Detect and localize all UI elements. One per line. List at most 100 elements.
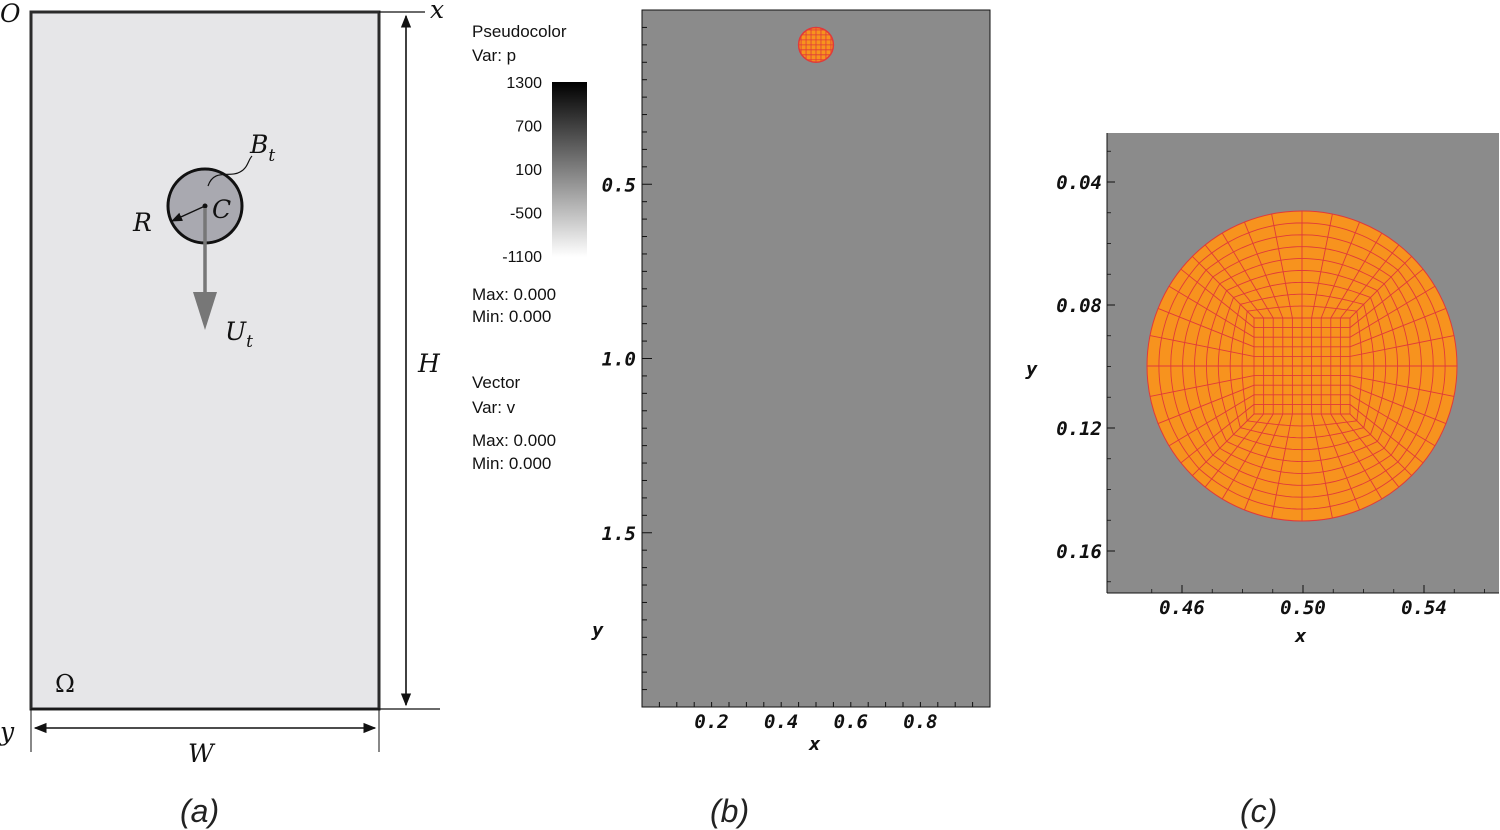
- y-tick-label: 0.04: [1056, 172, 1102, 194]
- pseudocolor-max: Max: 0.000: [472, 285, 556, 304]
- mesh-line: [1157, 384, 1255, 424]
- vector-var: Var: v: [472, 398, 516, 417]
- mesh-line: [1340, 244, 1400, 319]
- vector-title: Vector: [472, 373, 521, 392]
- radius-label: R: [132, 208, 152, 237]
- mesh-ring: [1158, 222, 1446, 510]
- mesh-line: [1221, 413, 1274, 500]
- vector-max: Max: 0.000: [472, 431, 556, 450]
- mesh-line: [1244, 221, 1284, 319]
- caption-c: (c): [1240, 793, 1277, 829]
- pseudocolor-var: Var: p: [472, 46, 516, 65]
- plot-c-xlabel: x: [1294, 625, 1307, 647]
- mesh-ring: [1170, 234, 1434, 498]
- mesh-line: [1349, 268, 1424, 328]
- mesh-line: [1349, 285, 1436, 338]
- mesh-line: [1192, 413, 1255, 476]
- y-tick-label: 0.12: [1056, 418, 1102, 440]
- plot-b-xlabel: x: [808, 733, 821, 755]
- colorbar-ticks: 1300 700 100 -500 -1100: [502, 75, 542, 266]
- plot-c-x-ticks: 0.46 0.50 0.54: [1151, 585, 1485, 619]
- x-tick-label: 0.4: [764, 711, 798, 733]
- y-tick-label: 0.5: [602, 174, 636, 196]
- mesh-line: [1221, 232, 1274, 319]
- x-axis-label: x: [430, 0, 444, 24]
- colorbar-tick-label: 100: [515, 162, 542, 179]
- mesh-line: [1204, 413, 1264, 488]
- panel-c: 0.46 0.50 0.54 0.04 0.08 0.12 0.16 x y (c): [1025, 133, 1499, 829]
- y-tick-label: 1.0: [602, 349, 636, 371]
- mesh-line: [1349, 394, 1436, 447]
- center-label: C: [212, 195, 231, 224]
- plot-b-area: [641, 9, 991, 708]
- velocity-label: Ut: [225, 317, 253, 352]
- colorbar-tick-label: -1100: [502, 249, 542, 266]
- caption-b: (b): [710, 793, 749, 829]
- particle-b: [797, 26, 835, 63]
- plot-b-y-ticks: 0.5 1.0 1.5: [602, 174, 636, 545]
- mesh-ring: [1217, 281, 1387, 451]
- mesh-line: [1157, 308, 1255, 348]
- mesh-ring: [1229, 293, 1375, 439]
- mesh-line: [1149, 335, 1255, 357]
- mesh-line: [1349, 256, 1412, 319]
- y-tick-label: 1.5: [602, 523, 636, 545]
- mesh-line: [1311, 413, 1333, 519]
- y-tick-label: 0.16: [1056, 541, 1102, 563]
- y-axis-label: y: [0, 717, 15, 746]
- plot-b-ylabel: y: [591, 619, 604, 641]
- mesh-line: [1330, 413, 1383, 500]
- mesh-line: [1149, 375, 1255, 397]
- mesh-line: [1180, 268, 1255, 328]
- body-leader-line: [207, 155, 253, 187]
- vector-min: Min: 0.000: [472, 454, 551, 473]
- plot-b-x-ticks: 0.2 0.4 0.6 0.8: [694, 711, 937, 733]
- caption-a: (a): [180, 793, 219, 829]
- velocity-arrow-head: [193, 292, 217, 330]
- mesh-line: [1320, 413, 1360, 511]
- pseudocolor-title: Pseudocolor: [472, 22, 567, 41]
- mesh-ring: [1205, 269, 1399, 463]
- mesh-line: [1349, 375, 1455, 397]
- radius-arrow: [170, 205, 206, 222]
- mesh-ring: [1241, 305, 1363, 427]
- panel-b: Pseudocolor Var: p 1300 700 100 -500 -1100 M…: [472, 9, 991, 829]
- mesh-line: [1320, 221, 1360, 319]
- mesh-line: [1349, 384, 1447, 424]
- mesh-line: [1204, 244, 1264, 319]
- mesh-line: [1244, 413, 1284, 511]
- x-tick-label: 0.2: [694, 711, 728, 733]
- origin-label: O: [0, 0, 21, 28]
- mesh-line: [1349, 335, 1455, 357]
- pseudocolor-min: Min: 0.000: [472, 307, 551, 326]
- x-tick-label: 0.50: [1280, 597, 1326, 619]
- mesh-ring: [1182, 246, 1422, 486]
- colorbar-tick-label: 700: [515, 119, 542, 136]
- domain-label: Ω: [55, 670, 75, 698]
- y-tick-label: 0.08: [1056, 295, 1102, 317]
- x-tick-label: 0.8: [903, 711, 937, 733]
- width-label: W: [188, 739, 216, 768]
- mesh-line: [1180, 404, 1255, 464]
- mesh-line: [1349, 308, 1447, 348]
- mesh-line: [1192, 256, 1255, 319]
- mesh-line: [1168, 394, 1255, 447]
- body-label: Bt: [249, 130, 275, 166]
- mesh-line: [1340, 413, 1400, 488]
- x-tick-label: 0.6: [834, 711, 868, 733]
- height-label: H: [417, 349, 441, 378]
- mesh-line: [1349, 413, 1412, 476]
- panel-a: O x y Bt C R Ut H W Ω (a): [0, 0, 444, 829]
- mesh-ring: [1194, 258, 1410, 474]
- mesh-line: [1271, 413, 1293, 519]
- plot-c-y-ticks: 0.04 0.08 0.12 0.16: [1056, 150, 1115, 583]
- x-tick-label: 0.54: [1401, 597, 1447, 619]
- mesh-line: [1330, 232, 1383, 319]
- plot-b-minor-ticks: [642, 26, 974, 707]
- mesh-line: [1349, 404, 1424, 464]
- domain-rect: [29, 10, 381, 711]
- x-tick-label: 0.46: [1159, 597, 1205, 619]
- colorbar-tick-label: 1300: [506, 75, 542, 92]
- colorbar: [552, 82, 587, 257]
